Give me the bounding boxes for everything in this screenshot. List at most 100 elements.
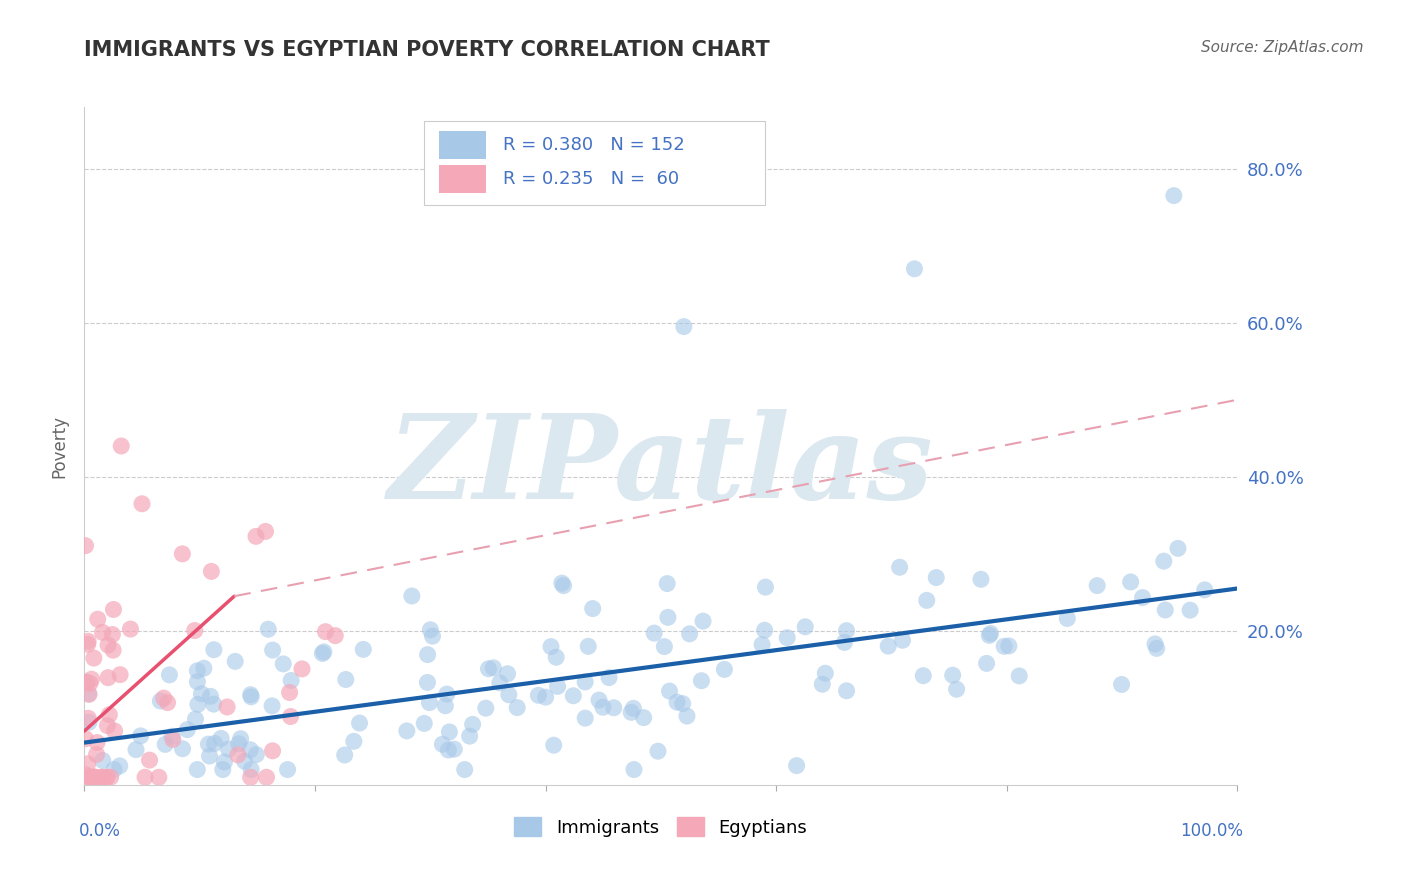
Point <box>976 657 998 671</box>
Point <box>1154 603 1177 617</box>
Point <box>155 737 177 751</box>
Point <box>198 749 221 764</box>
Point <box>454 763 477 777</box>
Point <box>352 642 374 657</box>
Point <box>172 547 194 561</box>
Point <box>434 698 457 713</box>
Point <box>1119 574 1142 589</box>
FancyBboxPatch shape <box>440 131 485 160</box>
Point <box>633 711 655 725</box>
Point <box>647 744 669 758</box>
Point <box>257 622 280 636</box>
Point <box>184 712 207 726</box>
Point <box>224 654 246 668</box>
Point <box>96 718 118 732</box>
Point <box>84 770 107 784</box>
Point <box>574 675 596 690</box>
Point <box>280 709 302 723</box>
Point <box>214 755 236 769</box>
Point <box>156 696 179 710</box>
Point <box>94 770 117 784</box>
Point <box>110 439 132 453</box>
Point <box>278 685 301 699</box>
Point <box>1153 554 1175 568</box>
Point <box>280 673 302 688</box>
Point <box>120 622 142 636</box>
Point <box>83 651 105 665</box>
Point <box>239 688 262 702</box>
Point <box>197 737 219 751</box>
Point <box>713 662 735 676</box>
Point <box>200 690 222 704</box>
Point <box>186 763 208 777</box>
Point <box>754 624 776 638</box>
Point <box>690 673 713 688</box>
Point <box>543 738 565 752</box>
Point <box>534 690 557 705</box>
Point <box>891 633 914 648</box>
Point <box>1111 677 1133 691</box>
Point <box>77 770 100 784</box>
Point <box>692 614 714 628</box>
Point <box>190 687 212 701</box>
Point <box>889 560 911 574</box>
Point <box>314 624 336 639</box>
Point <box>256 770 278 784</box>
Point <box>125 742 148 756</box>
Point <box>101 643 124 657</box>
Point <box>254 524 277 539</box>
Point <box>108 759 131 773</box>
Point <box>86 735 108 749</box>
Point <box>79 676 101 690</box>
Point <box>942 668 965 682</box>
Point <box>1146 641 1168 656</box>
Legend: Immigrants, Egyptians: Immigrants, Egyptians <box>508 810 814 844</box>
Point <box>834 635 856 649</box>
Point <box>562 689 585 703</box>
Point <box>553 579 575 593</box>
Point <box>312 645 335 659</box>
Point <box>925 570 948 584</box>
Point <box>496 666 519 681</box>
Point <box>436 687 458 701</box>
Point <box>76 637 98 651</box>
Point <box>498 688 520 702</box>
Point <box>620 706 643 720</box>
Point <box>654 640 676 654</box>
Point <box>211 763 233 777</box>
Point <box>101 627 124 641</box>
Point <box>970 572 993 586</box>
Point <box>751 638 773 652</box>
Point <box>80 672 103 686</box>
Point <box>262 698 284 713</box>
Point <box>103 723 125 738</box>
Point <box>172 741 194 756</box>
Point <box>912 668 935 682</box>
Point <box>395 723 418 738</box>
Point <box>343 734 366 748</box>
Text: R = 0.380   N = 152: R = 0.380 N = 152 <box>503 136 685 154</box>
Point <box>87 612 110 626</box>
Point <box>335 673 357 687</box>
Text: 0.0%: 0.0% <box>79 822 121 840</box>
Point <box>814 666 837 681</box>
Point <box>432 737 454 751</box>
Point <box>160 729 183 743</box>
Point <box>202 697 225 711</box>
Point <box>776 631 799 645</box>
Point <box>551 576 574 591</box>
Point <box>980 626 1002 640</box>
Point <box>621 701 644 715</box>
Point <box>1167 541 1189 556</box>
Point <box>811 677 834 691</box>
Point <box>419 623 441 637</box>
Point <box>666 695 689 709</box>
Point <box>79 770 101 784</box>
Point <box>416 648 439 662</box>
Point <box>506 700 529 714</box>
Point <box>86 747 108 762</box>
Text: ZIPatlas: ZIPatlas <box>388 409 934 524</box>
Point <box>186 664 208 678</box>
Point <box>488 676 510 690</box>
Point <box>239 770 262 784</box>
